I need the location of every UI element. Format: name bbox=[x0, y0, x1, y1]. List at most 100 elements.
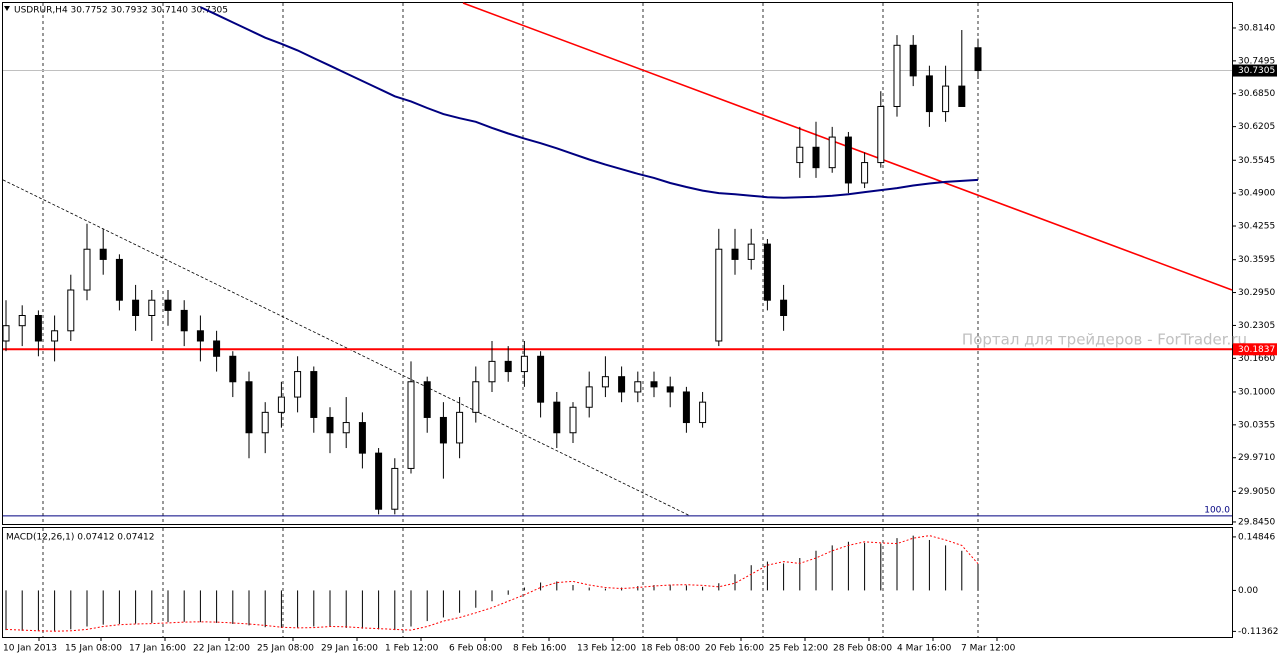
candle-body bbox=[34, 314, 42, 342]
candle-body bbox=[99, 248, 107, 260]
macd-tick-label: 0.14846 bbox=[1238, 532, 1275, 542]
candle-body bbox=[715, 248, 723, 342]
candle-body bbox=[763, 243, 771, 301]
candle-body bbox=[375, 452, 383, 510]
y-tick-label: 29.9050 bbox=[1238, 487, 1275, 497]
current-price-label: 30.7305 bbox=[1238, 66, 1275, 76]
macd-title: MACD(12,26,1) 0.07412 0.07412 bbox=[6, 533, 155, 543]
candle-body bbox=[456, 411, 464, 444]
candle-body bbox=[115, 258, 123, 301]
x-tick-label: 6 Feb 08:00 bbox=[449, 644, 503, 654]
candle-body bbox=[796, 146, 804, 164]
candle-body bbox=[569, 406, 577, 434]
candle-body bbox=[974, 47, 982, 72]
candle-body bbox=[229, 355, 237, 383]
x-tick-label: 18 Feb 08:00 bbox=[641, 644, 700, 654]
candle-body bbox=[650, 381, 658, 388]
x-tick-label: 4 Mar 16:00 bbox=[897, 644, 952, 654]
x-tick-label: 20 Feb 16:00 bbox=[705, 644, 764, 654]
y-tick-label: 30.6205 bbox=[1238, 122, 1275, 132]
x-tick-label: 13 Feb 12:00 bbox=[577, 644, 636, 654]
candle-body bbox=[877, 105, 885, 164]
moving-average bbox=[199, 6, 979, 199]
x-tick-label: 7 Mar 12:00 bbox=[961, 644, 1016, 654]
candle-body bbox=[196, 330, 204, 342]
candle-body bbox=[180, 309, 188, 332]
candle-body bbox=[585, 386, 593, 408]
y-tick-label: 30.5545 bbox=[1238, 156, 1275, 166]
x-tick-label: 28 Feb 08:00 bbox=[833, 644, 892, 654]
level-label: 100.0 bbox=[1204, 505, 1230, 515]
hline-price-box bbox=[1233, 343, 1277, 356]
candle-body bbox=[520, 355, 528, 373]
y-tick-label: 30.6850 bbox=[1238, 89, 1275, 99]
candle-body bbox=[601, 376, 609, 388]
y-tick-label: 30.4255 bbox=[1238, 222, 1275, 232]
y-tick-label: 30.2950 bbox=[1238, 288, 1275, 298]
x-tick-label: 1 Feb 12:00 bbox=[385, 644, 439, 654]
candle-body bbox=[682, 391, 690, 424]
candle-body bbox=[861, 162, 869, 184]
candle-body bbox=[132, 299, 140, 316]
candle-body bbox=[358, 422, 366, 454]
y-tick-label: 30.8140 bbox=[1238, 23, 1275, 33]
y-tick-label: 30.3595 bbox=[1238, 255, 1275, 265]
candle-body bbox=[407, 381, 415, 469]
x-tick-label: 25 Feb 12:00 bbox=[769, 644, 828, 654]
candle-body bbox=[666, 386, 674, 393]
y-tick-label: 30.4900 bbox=[1238, 189, 1275, 199]
candle-body bbox=[326, 416, 334, 434]
y-tick-label: 29.8450 bbox=[1238, 517, 1275, 527]
candle-body bbox=[310, 371, 318, 418]
candle-body bbox=[958, 85, 966, 107]
candle-body bbox=[812, 146, 820, 169]
x-tick-label: 10 Jan 2013 bbox=[3, 644, 57, 654]
y-tick-label: 30.1000 bbox=[1238, 387, 1275, 397]
y-tick-label: 29.9710 bbox=[1238, 453, 1275, 463]
candle-body bbox=[2, 325, 10, 342]
watermark: Портал для трейдеров - ForTrader.ru bbox=[962, 331, 1247, 349]
candle-body bbox=[747, 243, 755, 260]
macd-tick-label: 0.00 bbox=[1238, 586, 1258, 596]
candle-body bbox=[245, 381, 253, 434]
candle-body bbox=[277, 396, 285, 413]
candle-body bbox=[18, 314, 26, 327]
candle-body bbox=[294, 371, 302, 398]
x-tick-label: 29 Jan 16:00 bbox=[321, 644, 378, 654]
candle-body bbox=[213, 340, 221, 357]
x-tick-label: 25 Jan 08:00 bbox=[257, 644, 314, 654]
candle-body bbox=[488, 360, 496, 383]
candle-body bbox=[67, 289, 75, 332]
y-tick-label: 30.0355 bbox=[1238, 420, 1275, 430]
candle-body bbox=[504, 360, 512, 373]
candle-body bbox=[780, 299, 788, 316]
y-tick-label: 30.1660 bbox=[1238, 354, 1275, 364]
candle-body bbox=[164, 299, 172, 311]
x-tick-label: 15 Jan 08:00 bbox=[65, 644, 122, 654]
candle-body bbox=[472, 381, 480, 413]
current-price-box bbox=[1233, 64, 1277, 77]
candle-body bbox=[828, 136, 836, 169]
candle-body bbox=[148, 299, 156, 316]
candle-body bbox=[51, 330, 59, 342]
x-tick-label: 8 Feb 16:00 bbox=[513, 644, 567, 654]
macd-tick-label: -0.11362 bbox=[1238, 627, 1278, 637]
candle-body bbox=[439, 416, 447, 444]
candle-body bbox=[844, 136, 852, 184]
candle-body bbox=[731, 248, 739, 260]
trendline bbox=[2, 179, 691, 517]
macd-signal bbox=[5, 535, 979, 632]
macd-pane bbox=[2, 527, 1233, 638]
candle-body bbox=[893, 44, 901, 107]
candle-body bbox=[699, 401, 707, 424]
menu-arrow bbox=[4, 6, 10, 11]
candle-body bbox=[537, 355, 545, 403]
chart-title: USDRUR,H4 30.7752 30.7932 30.7140 30.730… bbox=[14, 6, 228, 16]
candle-body bbox=[925, 75, 933, 113]
candle-body bbox=[423, 381, 431, 418]
candle-body bbox=[942, 85, 950, 113]
candle-body bbox=[391, 467, 399, 510]
candle-body bbox=[634, 381, 642, 393]
y-tick-label: 30.2305 bbox=[1238, 321, 1275, 331]
